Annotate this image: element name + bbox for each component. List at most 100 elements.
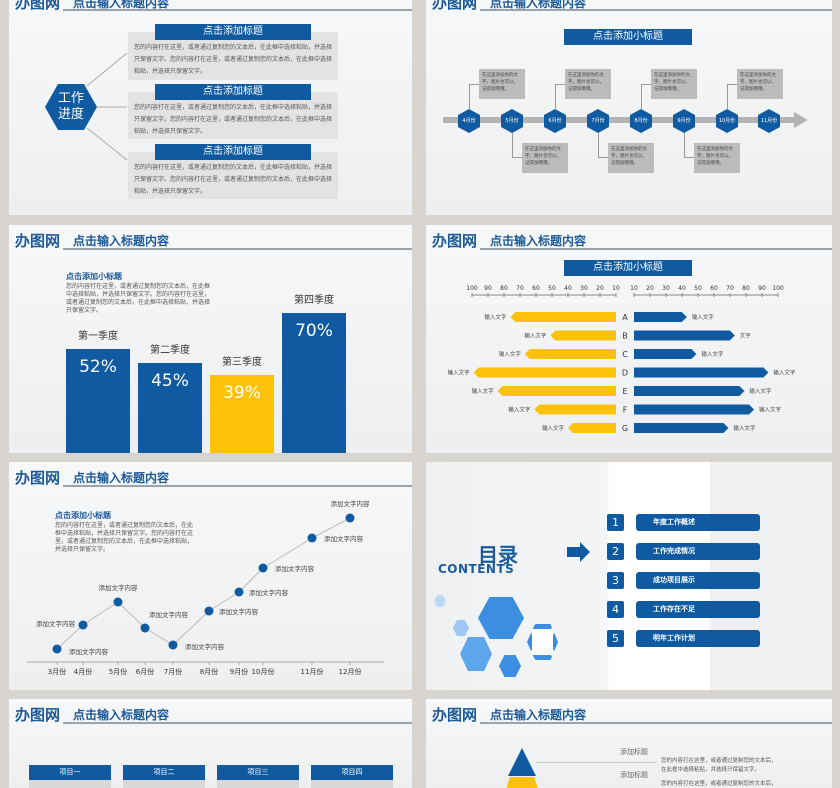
tick-label: 80 xyxy=(500,285,508,292)
item-number[interactable]: 2 xyxy=(607,543,624,560)
project-column-header[interactable]: 项目三 xyxy=(217,765,299,780)
callout-connector xyxy=(641,84,651,109)
left-bar xyxy=(473,367,616,378)
item-title[interactable]: 点击添加标题 xyxy=(155,84,311,100)
subtitle: 点击添加小标题 xyxy=(55,511,111,520)
header-divider xyxy=(63,722,412,724)
slide-work-progress[interactable]: 办图网 点击输入标题内容 工作 进度 您的内容打在这里，或者通过复制您的文本后，在… xyxy=(9,0,412,215)
project-column-header[interactable]: 项目四 xyxy=(311,765,393,780)
point-label: 添加文字内容 xyxy=(149,610,189,619)
slide-title: 点击输入标题内容 xyxy=(73,708,170,722)
item-number[interactable]: 1 xyxy=(607,514,624,531)
slide-title: 点击输入标题内容 xyxy=(490,0,587,10)
series-line xyxy=(56,517,351,650)
contents-item[interactable]: 工作完成情况 xyxy=(636,543,760,560)
header-divider xyxy=(63,248,412,250)
right-bar xyxy=(634,423,729,433)
x-tick-label: 6月份 xyxy=(136,667,154,676)
tick-label: 20 xyxy=(646,285,654,292)
item-title: 添加标题 xyxy=(620,771,648,779)
item-number[interactable]: 5 xyxy=(607,630,624,647)
slide-diverging-bars[interactable]: 办图网 点击输入标题内容 点击添加小标题 100 90 80 70 60 50 40 30 20… xyxy=(426,225,832,453)
slide-timeline[interactable]: 办图网 点击输入标题内容 点击添加小标题 4月份 在这里添加你的文字，图片也可以，… xyxy=(426,0,832,215)
x-tick-label: 5月份 xyxy=(109,667,127,676)
bar-value-label: 45% xyxy=(151,371,189,391)
pyramid-top xyxy=(508,748,536,776)
slide-projects[interactable]: 办图网 点击输入标题内容 项目一 项目二 项目三 项目四 xyxy=(9,699,412,788)
contents-item[interactable]: 工作存在不足 xyxy=(636,601,760,618)
callout-box: 在这里添加你的文字，图片也可以，记得加哦哦。 xyxy=(694,143,740,173)
tick-label: 20 xyxy=(596,285,604,292)
month-hexagon[interactable]: 11月份 xyxy=(758,109,780,133)
item-number[interactable]: 3 xyxy=(607,572,624,589)
contents-item[interactable]: 年度工作概述 xyxy=(636,514,760,531)
data-point xyxy=(345,513,355,523)
point-label: 添加文字内容 xyxy=(324,534,364,543)
left-bar-label: 输入文字 xyxy=(499,350,522,358)
text-box: 您的内容打在这里，或者通过复制您的文本后，在此框中选择粘贴，并选择只保留文字。您… xyxy=(128,32,338,80)
left-bar xyxy=(534,404,616,415)
slide-line-chart[interactable]: 办图网 点击输入标题内容 点击添加小标题 您的内容打在这里，或者通过复制您的文本… xyxy=(9,462,412,690)
item-number[interactable]: 4 xyxy=(607,601,624,618)
project-column-header[interactable]: 项目二 xyxy=(123,765,205,780)
x-tick-label: 3月份 xyxy=(48,667,66,676)
x-tick-label: 8月份 xyxy=(200,667,218,676)
subtitle-bar[interactable]: 点击添加小标题 xyxy=(564,29,692,45)
header-divider xyxy=(480,722,832,724)
contents-title: 目录 xyxy=(478,543,518,567)
slide-quarter-bars[interactable]: 办图网 点击输入标题内容 点击添加小标题 您的内容打在这里，或者通过复制您的文本… xyxy=(9,225,412,453)
item-title[interactable]: 点击添加标题 xyxy=(155,24,311,40)
tick-label: 60 xyxy=(710,285,718,292)
month-hexagon[interactable]: 9月份 xyxy=(673,109,695,133)
callout-box: 在这里添加你的文字，图片也可以，记得加哦哦。 xyxy=(522,143,568,173)
x-tick-label: 10月份 xyxy=(252,667,275,676)
month-hexagon[interactable]: 4月份 xyxy=(458,109,480,133)
slide-title: 点击输入标题内容 xyxy=(73,471,170,485)
month-hexagon[interactable]: 5月份 xyxy=(501,109,523,133)
category-label: B xyxy=(622,332,628,341)
item-title[interactable]: 点击添加标题 xyxy=(155,144,311,160)
left-bar-label: 输入文字 xyxy=(542,424,565,432)
contents-item[interactable]: 明年工作计划 xyxy=(636,630,760,647)
tick-label: 70 xyxy=(726,285,734,292)
bar xyxy=(66,349,130,453)
right-bar-label: 输入文字 xyxy=(701,350,724,358)
slide-pyramid[interactable]: 办图网 点击输入标题内容 添加标题 您的内容打在这里，或者通过复制您的文本后， … xyxy=(426,699,832,788)
slide-title: 点击输入标题内容 xyxy=(490,708,587,722)
diverging-bar-chart: 100 90 80 70 60 50 40 30 20 10 10 20 30 40 50 60 70 80 90 1… xyxy=(448,285,796,433)
project-column-body xyxy=(217,780,299,788)
project-column-body xyxy=(311,780,393,788)
line-chart: 3月份 添加文字内容 4月份 添加文字内容 5月份 添加文字内容 6月份 添加文字内容 7月份 添… xyxy=(27,499,384,676)
tick-label: 10 xyxy=(612,285,620,292)
project-column-body xyxy=(29,780,111,788)
callout-connector xyxy=(727,84,737,109)
subtitle-bar[interactable]: 点击添加小标题 xyxy=(564,260,692,276)
point-label: 添加文字内容 xyxy=(219,607,259,616)
bar-value-label: 52% xyxy=(79,357,117,377)
timeline-track xyxy=(443,117,798,123)
month-hexagon[interactable]: 10月份 xyxy=(716,109,738,133)
slide-contents[interactable]: 目录 CONTENTS 1 年度工作概述 2 工作完成情况 3 成功项目展示 4 工作存在不足… xyxy=(426,462,832,690)
category-label: E xyxy=(622,387,627,396)
hexagon-decor-icon xyxy=(478,597,524,639)
timeline-arrow-icon xyxy=(794,112,808,128)
left-bar xyxy=(568,423,616,433)
contents-item[interactable]: 成功项目展示 xyxy=(636,572,760,589)
month-hexagon[interactable]: 8月份 xyxy=(630,109,652,133)
callout-box: 在这里添加你的文字，图片也可以，记得加哦哦。 xyxy=(651,69,697,99)
data-point xyxy=(204,606,214,616)
logo: 办图网 xyxy=(15,232,61,250)
month-hexagon[interactable]: 7月份 xyxy=(587,109,609,133)
tick-label: 30 xyxy=(580,285,588,292)
tick-label: 60 xyxy=(532,285,540,292)
right-bar xyxy=(634,330,735,341)
logo: 办图网 xyxy=(15,469,61,487)
x-tick-label: 7月份 xyxy=(164,667,182,676)
tick-label: 80 xyxy=(742,285,750,292)
month-hexagon[interactable]: 6月份 xyxy=(544,109,566,133)
category-label: 第四季度 xyxy=(294,295,334,306)
project-column-header[interactable]: 项目一 xyxy=(29,765,111,780)
left-bar xyxy=(524,349,616,359)
item-text: 您的内容打在这里，或者通过复制您的文本后， xyxy=(661,758,777,764)
category-label: 第三季度 xyxy=(222,357,262,368)
